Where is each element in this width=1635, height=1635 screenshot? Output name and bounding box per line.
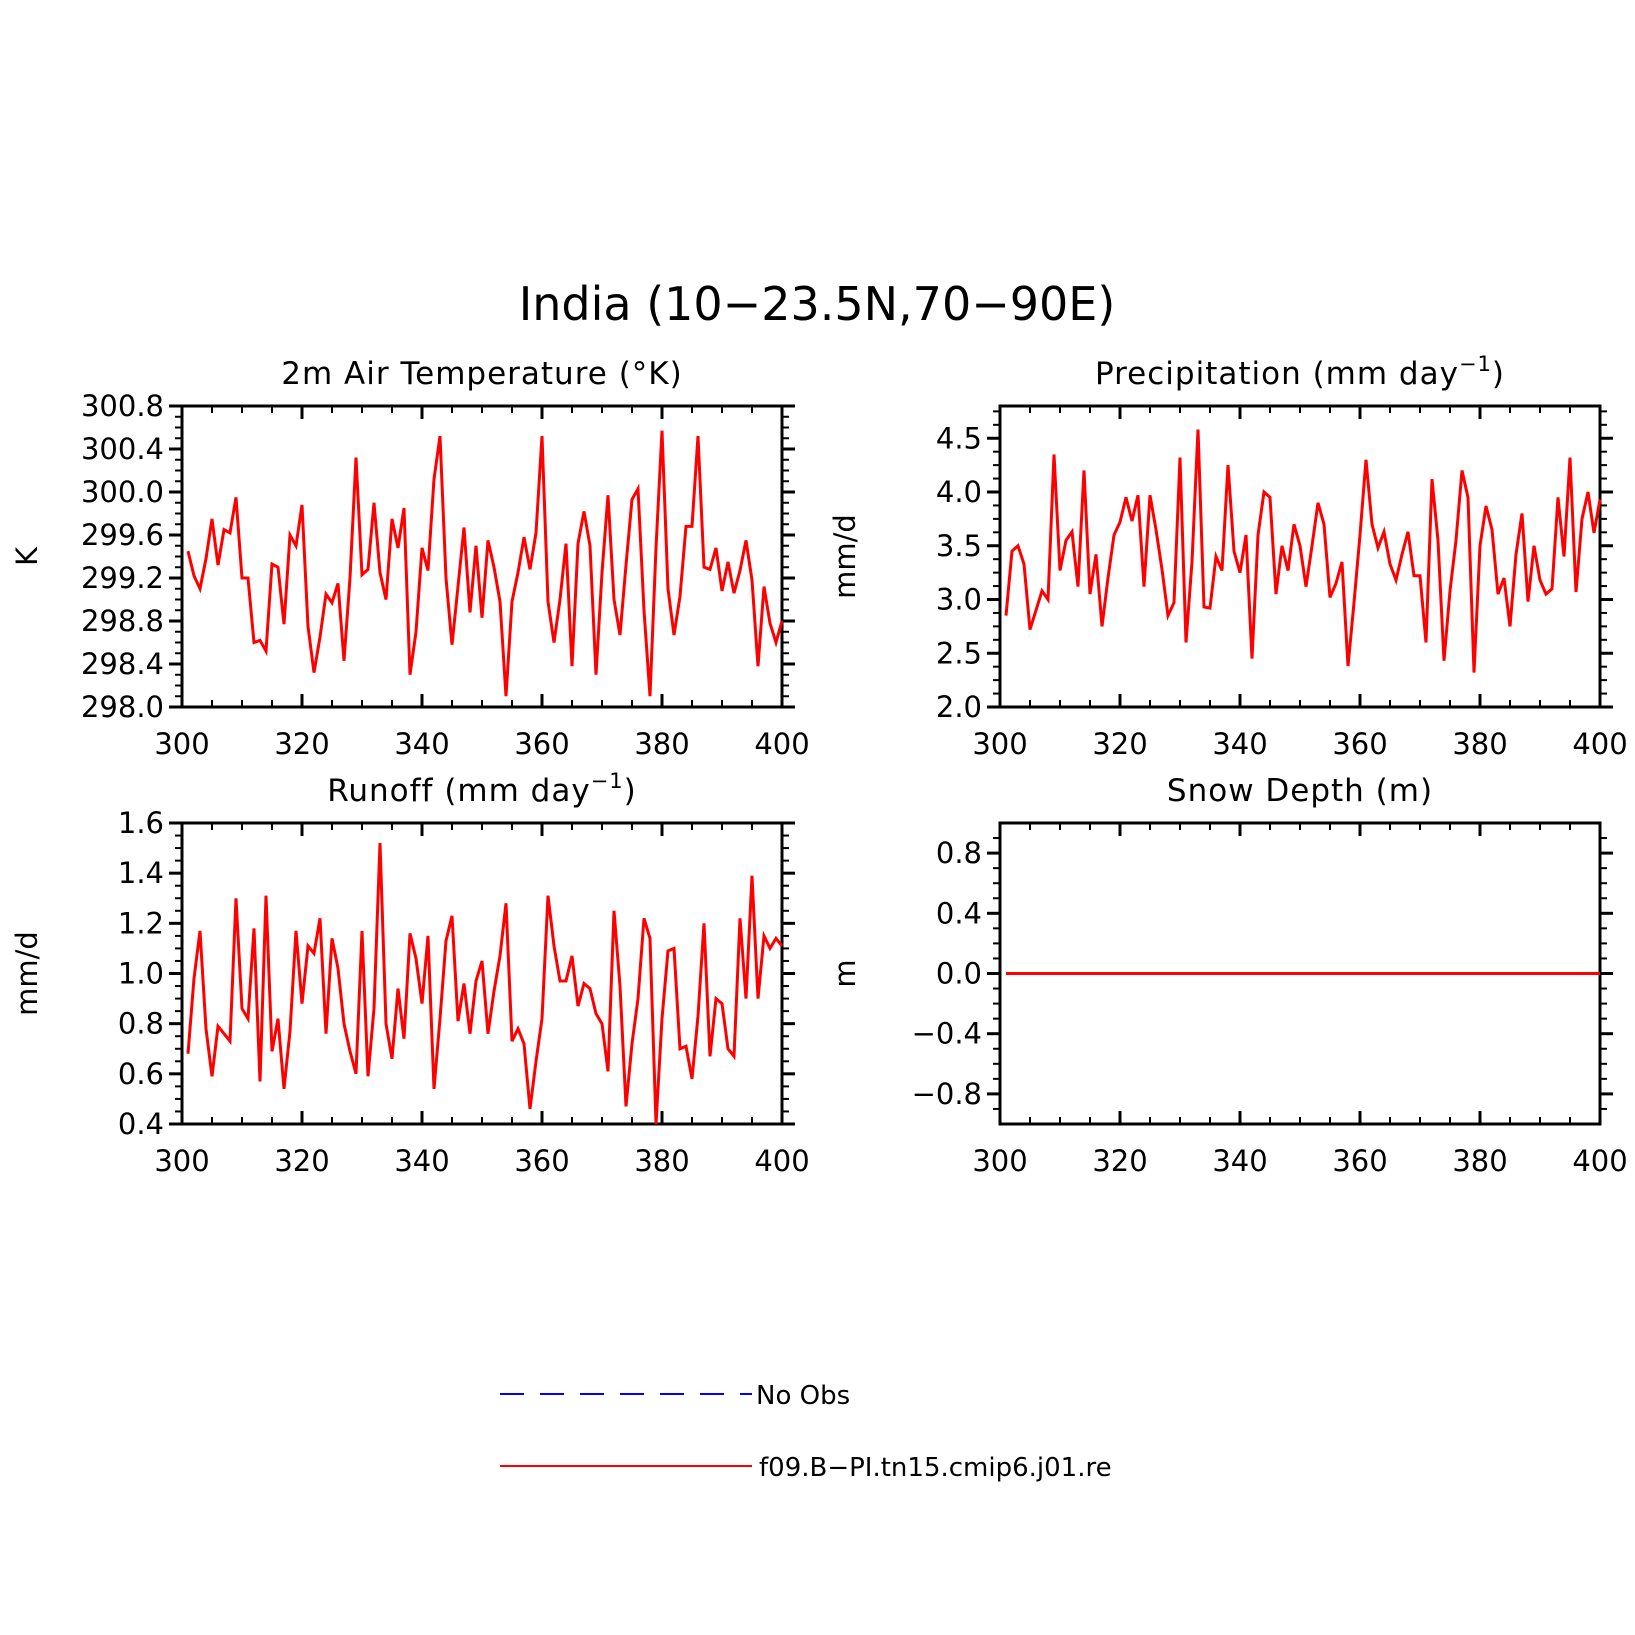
temperature-y-tick-label: 299.6	[81, 518, 164, 552]
precipitation-x-tick-label: 380	[1452, 727, 1507, 761]
snow-depth-y-tick-label: −0.4	[912, 1017, 982, 1051]
runoff-x-tick-label: 340	[394, 1144, 449, 1178]
runoff-x-tick-label: 360	[514, 1144, 569, 1178]
runoff-title-superscript: −1	[591, 769, 624, 793]
runoff-title-close: )	[624, 773, 637, 809]
precipitation-x-tick-label: 320	[1092, 727, 1147, 761]
precipitation-x-tick-label: 360	[1332, 727, 1387, 761]
precipitation-y-axis-label: mm/d	[828, 514, 862, 599]
precipitation-series-line	[1004, 429, 1602, 673]
precip-title-text: Precipitation (mm day	[1095, 356, 1459, 392]
temperature-x-tick-label: 380	[634, 727, 689, 761]
panel-title-temperature: 2m Air Temperature (°K)	[281, 356, 682, 392]
runoff-y-tick-label: 0.8	[118, 1007, 164, 1041]
precipitation-panel: 300 320 340 360 380 400 2.0 2.5 3.0 3.5 4.0 4.5 mm/d	[828, 404, 1628, 761]
snow-depth-x-tick-label: 360	[1332, 1144, 1387, 1178]
snow-depth-x-tick-label: 340	[1212, 1144, 1267, 1178]
runoff-x-tick-label: 400	[754, 1144, 809, 1178]
runoff-x-tick-label: 300	[154, 1144, 209, 1178]
legend-label-no-obs: No Obs	[756, 1381, 850, 1411]
precip-title-close: )	[1492, 356, 1505, 392]
precipitation-x-tick-label: 400	[1572, 727, 1627, 761]
runoff-title-text: Runoff (mm day	[327, 773, 590, 809]
snow-depth-y-tick-label: 0.8	[936, 836, 982, 870]
snow-depth-y-tick-label: 0.4	[936, 896, 982, 930]
runoff-y-tick-label: 0.4	[118, 1107, 164, 1141]
precipitation-y-tick-label: 4.5	[936, 421, 982, 455]
snow-depth-x-tick-label: 400	[1572, 1144, 1627, 1178]
temperature-x-tick-label: 400	[754, 727, 809, 761]
temperature-x-tick-label: 360	[514, 727, 569, 761]
temperature-series-line	[186, 430, 784, 697]
temperature-x-tick-label: 340	[394, 727, 449, 761]
snow-depth-y-tick-label: 0.0	[936, 957, 982, 991]
runoff-x-tick-label: 320	[274, 1144, 329, 1178]
precipitation-x-tick-label: 300	[972, 727, 1027, 761]
runoff-x-tick-label: 380	[634, 1144, 689, 1178]
temperature-y-axis-label: K	[10, 546, 44, 566]
panel-title-runoff: Runoff (mm day−1)	[327, 769, 637, 809]
snow-depth-x-tick-label: 320	[1092, 1144, 1147, 1178]
temperature-y-tick-label: 300.4	[81, 432, 164, 466]
runoff-y-tick-label: 0.6	[118, 1057, 164, 1091]
precipitation-y-tick-label: 3.5	[936, 529, 982, 563]
runoff-y-tick-label: 1.6	[118, 806, 164, 840]
precipitation-y-tick-label: 4.0	[936, 475, 982, 509]
main-title: India (10−23.5N,70−90E)	[519, 277, 1116, 331]
snow-depth-x-tick-label: 380	[1452, 1144, 1507, 1178]
temperature-x-tick-label: 300	[154, 727, 209, 761]
runoff-y-tick-label: 1.2	[118, 906, 164, 940]
legend-label-model-run: f09.B−PI.tn15.cmip6.j01.re	[759, 1453, 1112, 1483]
precipitation-x-tick-label: 340	[1212, 727, 1267, 761]
precip-title-superscript: −1	[1459, 352, 1492, 376]
temperature-x-tick-label: 320	[274, 727, 329, 761]
snow-depth-x-tick-label: 300	[972, 1144, 1027, 1178]
snow-depth-panel: 300 320 340 360 380 400 −0.8 −0.4 0.0 0.4 0.8 m	[828, 821, 1628, 1178]
legend: No Obs f09.B−PI.tn15.cmip6.j01.re	[500, 1381, 1112, 1483]
temperature-panel: 300 320 340 360 380 400 298.0 298.4 298.8 299.2 29…	[10, 389, 810, 761]
temperature-y-tick-label: 300.8	[81, 389, 164, 423]
temperature-y-tick-label: 299.2	[81, 561, 164, 595]
temperature-y-tick-label: 298.8	[81, 604, 164, 638]
runoff-y-tick-label: 1.0	[118, 957, 164, 991]
temperature-y-tick-label: 300.0	[81, 475, 164, 509]
runoff-panel: 300 320 340 360 380 400 0.4 0.6 0.8 1.0 1.2 1.4 1.6 m…	[10, 806, 810, 1178]
runoff-y-tick-label: 1.4	[118, 856, 164, 890]
precipitation-plot-frame	[998, 404, 1602, 709]
temperature-plot-frame	[180, 404, 784, 709]
precipitation-y-tick-label: 2.0	[936, 690, 982, 724]
precipitation-y-tick-label: 3.0	[936, 583, 982, 617]
runoff-series-line	[186, 843, 784, 1125]
panel-title-snow-depth: Snow Depth (m)	[1167, 773, 1433, 809]
snow-depth-y-axis-label: m	[828, 959, 862, 987]
runoff-y-axis-label: mm/d	[10, 931, 44, 1016]
panel-title-precipitation: Precipitation (mm day−1)	[1095, 352, 1505, 392]
temperature-y-tick-label: 298.4	[81, 647, 164, 681]
precipitation-y-tick-label: 2.5	[936, 636, 982, 670]
snow-depth-y-tick-label: −0.8	[912, 1077, 982, 1111]
temperature-y-tick-label: 298.0	[81, 690, 164, 724]
